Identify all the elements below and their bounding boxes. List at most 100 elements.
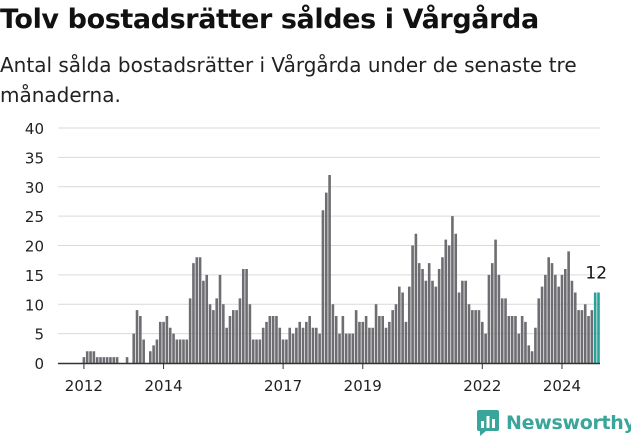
bar (404, 321, 408, 363)
bar (587, 316, 590, 363)
bar (407, 286, 411, 363)
bar (135, 310, 139, 363)
y-axis-ticks: 0 5 10 15 20 25 30 35 40 (25, 120, 44, 373)
bar (248, 304, 252, 363)
newsworthy-icon (477, 410, 499, 436)
bar (158, 321, 162, 363)
x-tick-label: 2017 (264, 377, 302, 395)
bar (265, 321, 268, 363)
bar (361, 321, 365, 363)
bar (288, 327, 292, 363)
bar (205, 274, 209, 363)
bar (507, 316, 511, 363)
bar (520, 316, 524, 363)
bar (334, 316, 338, 363)
bar (295, 327, 298, 363)
bar (139, 316, 142, 363)
bar (222, 304, 225, 363)
bar (583, 304, 587, 363)
bar (198, 257, 202, 363)
bar (384, 327, 388, 363)
bar (474, 310, 477, 363)
bar (165, 316, 169, 363)
bar (401, 292, 404, 363)
bar (490, 263, 494, 363)
bar (394, 304, 398, 363)
bar (524, 321, 527, 363)
bar (341, 316, 345, 363)
bar (155, 339, 159, 363)
x-axis: 2012 2014 2017 2019 2022 2024 (58, 362, 600, 395)
bar (554, 274, 557, 363)
y-tick-label: 40 (25, 120, 44, 138)
bar (268, 316, 272, 363)
bar (281, 339, 285, 363)
bar (142, 339, 145, 363)
bar (225, 327, 228, 363)
bar (378, 316, 381, 363)
bar (368, 327, 371, 363)
bar (537, 298, 541, 363)
bar (570, 280, 574, 363)
bar (95, 357, 99, 363)
bar (311, 327, 315, 363)
bar (573, 292, 577, 363)
bar (441, 257, 444, 363)
bar (467, 304, 471, 363)
y-tick-label: 5 (34, 326, 44, 344)
bar (484, 333, 487, 363)
y-tick-label: 20 (25, 238, 44, 256)
chart-title: Tolv bostadsrätter såldes i Vårgårda (0, 4, 539, 35)
bar (454, 233, 458, 363)
bar (132, 333, 135, 363)
bar (391, 310, 394, 363)
bar (82, 357, 86, 363)
bar (85, 351, 89, 363)
bar (348, 333, 351, 363)
bar (388, 321, 391, 363)
bar (437, 269, 441, 363)
bar (457, 292, 461, 363)
bar (89, 351, 92, 363)
bar (494, 239, 497, 363)
bar (481, 321, 484, 363)
x-tick-label: 2022 (463, 377, 501, 395)
bar (381, 316, 384, 363)
bar (271, 316, 275, 363)
bar (218, 274, 222, 363)
x-tick-label: 2012 (65, 377, 103, 395)
bar (238, 298, 242, 363)
bar (354, 310, 358, 363)
x-tick-label: 2024 (543, 377, 581, 395)
bar (471, 310, 474, 363)
bar (228, 316, 232, 363)
bar (344, 333, 348, 363)
annotation-label: 12 (585, 264, 607, 284)
bar (398, 286, 401, 363)
y-tick-label: 0 (34, 355, 44, 373)
bar (308, 316, 311, 363)
bar (358, 321, 361, 363)
newsworthy-logo: Newsworthy (476, 408, 631, 438)
bar (447, 245, 451, 363)
bar (371, 327, 375, 363)
bar (500, 298, 504, 363)
bar (504, 298, 507, 363)
bar (550, 263, 554, 363)
bar (241, 269, 245, 363)
bar (328, 175, 331, 363)
bar (567, 251, 570, 363)
bar (318, 333, 321, 363)
bar (105, 357, 109, 363)
bar (298, 321, 301, 363)
bar (99, 357, 102, 363)
x-tick-label: 2019 (344, 377, 382, 395)
bar (192, 263, 195, 363)
bar (338, 333, 341, 363)
bar (421, 269, 424, 363)
bar (417, 263, 421, 363)
bar (261, 327, 265, 363)
bar-chart: 0 5 10 15 20 25 30 35 40 2012 2014 2017 2019 2022 202… (25, 120, 607, 395)
bar (92, 351, 96, 363)
bar (125, 357, 129, 363)
